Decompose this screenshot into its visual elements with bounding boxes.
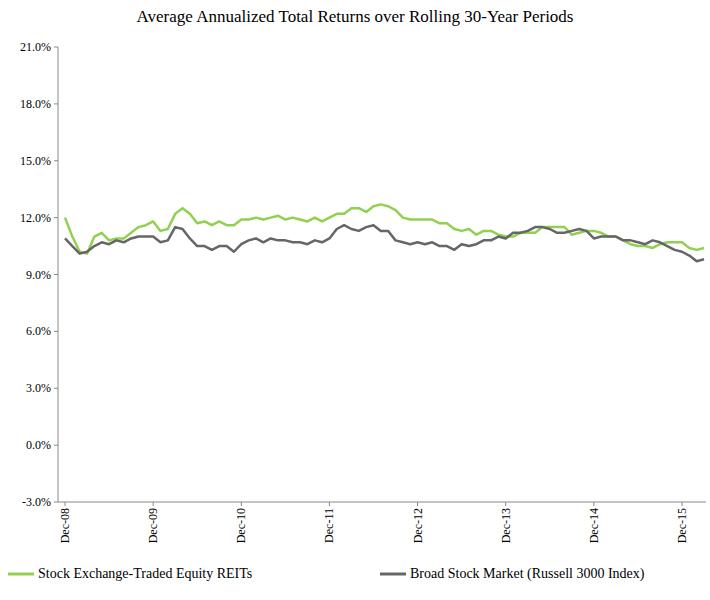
y-tick-label: 15.0%	[20, 154, 51, 168]
x-axis	[58, 502, 706, 503]
legend-swatch	[380, 573, 406, 576]
y-tick-label: 3.0%	[26, 381, 51, 395]
y-tick	[54, 502, 58, 503]
y-tick	[54, 445, 58, 446]
legend-swatch	[8, 573, 34, 576]
plot-area	[65, 204, 704, 261]
x-tick	[65, 502, 66, 506]
y-tick-label: -3.0%	[22, 495, 51, 509]
x-tick-label: Dec-13	[499, 508, 513, 543]
y-tick	[54, 274, 58, 275]
title: Average Annualized Total Returns over Ro…	[137, 7, 574, 26]
y-tick	[54, 160, 58, 161]
x-tick	[505, 502, 506, 506]
y-tick-label: 21.0%	[20, 40, 51, 54]
y-tick-label: 18.0%	[20, 97, 51, 111]
x-tick-label: Dec-14	[587, 508, 601, 543]
x-tick	[329, 502, 330, 506]
y-tick-label: 0.0%	[26, 438, 51, 452]
y-tick	[54, 47, 58, 48]
chart: Average Annualized Total Returns over Ro…	[0, 0, 710, 600]
y-tick-label: 12.0%	[20, 211, 51, 225]
y-tick-label: 6.0%	[26, 324, 51, 338]
x-tick	[417, 502, 418, 506]
y-tick	[54, 331, 58, 332]
x-tick-label: Dec-15	[675, 508, 689, 543]
legend-label: Stock Exchange-Traded Equity REITs	[38, 566, 252, 581]
y-tick	[54, 217, 58, 218]
series-line	[65, 204, 704, 253]
x-tick-label: Dec-08	[58, 508, 72, 543]
series-line	[65, 225, 704, 261]
y-tick-label: 9.0%	[26, 268, 51, 282]
x-tick	[153, 502, 154, 506]
y-tick	[54, 103, 58, 104]
x-tick-label: Dec-11	[322, 508, 336, 543]
y-tick	[54, 388, 58, 389]
legend-label: Broad Stock Market (Russell 3000 Index)	[410, 566, 645, 582]
x-tick-label: Dec-12	[411, 508, 425, 543]
x-tick	[593, 502, 594, 506]
x-tick	[682, 502, 683, 506]
x-tick-label: Dec-10	[234, 508, 248, 543]
x-tick-label: Dec-09	[146, 508, 160, 543]
x-tick	[241, 502, 242, 506]
